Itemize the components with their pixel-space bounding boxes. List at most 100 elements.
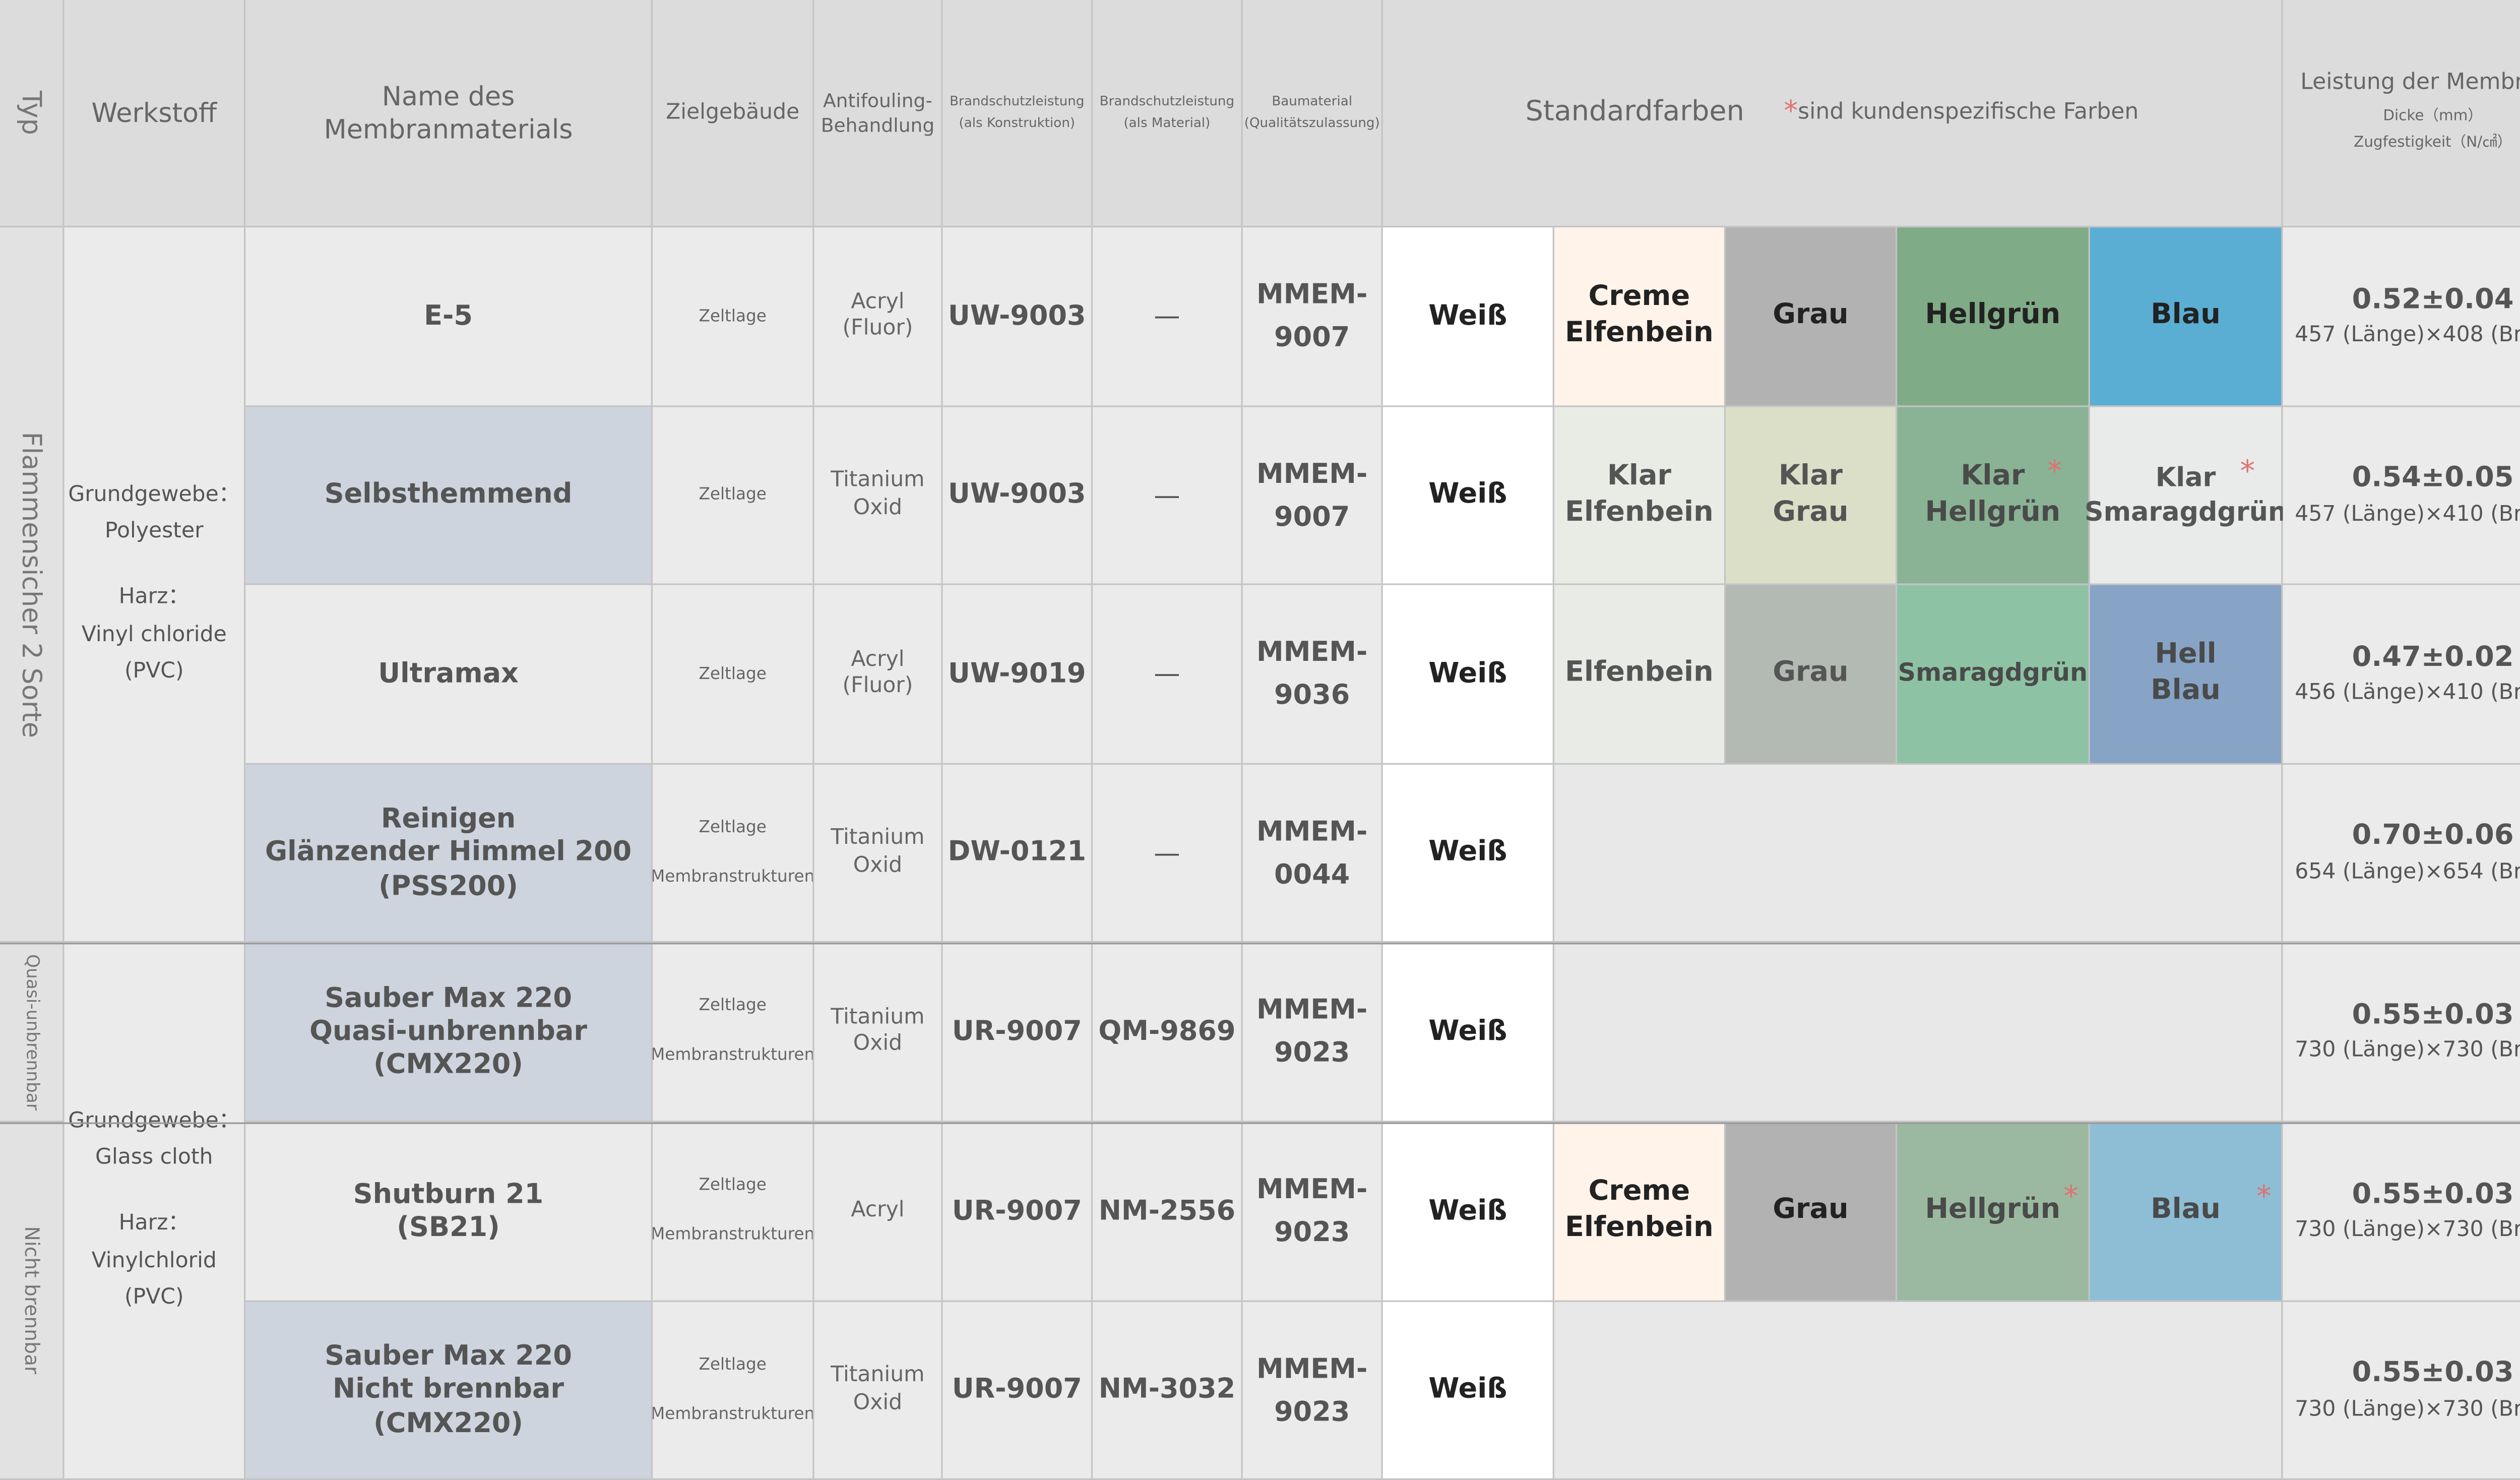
color-swatch-label: Smaragdgrün <box>1898 658 2088 688</box>
brandschutz-konstruktion-value: UW-9003 <box>948 478 1086 510</box>
color-swatch-weiss: Weiß <box>1382 407 1554 585</box>
color-swatch-weiss: Weiß <box>1382 1122 1554 1302</box>
material-name-cell: Reinigen Glänzender Himmel 200 (PSS200) <box>245 765 653 943</box>
werkstoff-polyester-line5: (PVC) <box>124 658 184 684</box>
material-name-line: (CMX220) <box>373 1048 523 1080</box>
baumaterial-line: MMEM- <box>1256 1353 1368 1385</box>
header-custom-note: sind kundenspezifische Farben <box>1798 99 2139 126</box>
color-swatch-weiss: Weiß <box>1382 227 1554 407</box>
performance-dicke: 0.55±0.03 <box>2352 1178 2514 1211</box>
baumaterial-line: MMEM- <box>1256 816 1368 847</box>
color-swatch: Grau <box>1726 585 1898 765</box>
color-swatch: Elfenbein <box>1554 585 1726 765</box>
color-swatch: Blau * <box>2090 1122 2283 1302</box>
performance-cell: 0.47±0.02 456 (Länge)×410 (Breite) <box>2283 585 2520 765</box>
baumaterial-cell: MMEM- 9036 <box>1242 585 1383 765</box>
color-swatch-weiss: Weiß <box>1382 943 1554 1123</box>
baumaterial-cell: MMEM- 9007 <box>1242 227 1383 407</box>
color-swatch: Blau <box>2090 227 2283 407</box>
color-swatch-label: Weiß <box>1428 657 1507 690</box>
group-quasi: Quasi-unbrennbar <box>0 943 65 1123</box>
header-typ: Typ <box>0 0 65 228</box>
header-leistung: Leistung der Membrane Dicke（mm） Zugfesti… <box>2283 0 2520 228</box>
werkstoff-glass: Grundgewebe： Glass cloth Harz： Vinylchlo… <box>64 943 246 1480</box>
color-swatch-label: Hellgrün <box>1925 298 2061 332</box>
performance-zugfestigkeit: 654 (Länge)×654 (Breite) <box>2295 860 2520 885</box>
antifouling-line: (Fluor) <box>842 674 913 699</box>
color-swatch-label: Elfenbein <box>1565 1211 1714 1245</box>
color-swatch-label: Weiß <box>1428 1194 1507 1227</box>
performance-dicke: 0.70±0.06 <box>2352 819 2514 852</box>
color-swatch-empty <box>1554 1302 2283 1480</box>
werkstoff-polyester-line3: Harz： <box>118 586 190 611</box>
material-name-line: Quasi-unbrennbar <box>309 1015 587 1046</box>
group-flammensicher: Flammensicher 2 Sorte <box>0 227 65 943</box>
zielgebaeude-line: Membranstrukturen <box>653 1046 814 1065</box>
werkstoff-polyester-line1: Grundgewebe： <box>68 483 240 508</box>
custom-asterisk-icon: * <box>2063 1180 2078 1215</box>
header-dicke-label: Dicke（mm） <box>2383 109 2483 126</box>
color-swatch-label: Elfenbein <box>1565 656 1714 690</box>
baumaterial-line: MMEM- <box>1256 279 1368 311</box>
zielgebaeude-line: Membranstrukturen <box>653 868 814 886</box>
color-swatch-label: Smaragdgrün <box>2084 495 2287 527</box>
zielgebaeude-cell: Zeltlage Membranstrukturen <box>653 943 814 1123</box>
color-swatch-label: Blau <box>2151 1193 2221 1226</box>
header-name-line2: Membranmaterials <box>324 112 573 145</box>
performance-zugfestigkeit: 456 (Länge)×410 (Breite) <box>2295 681 2520 706</box>
brandschutz-material-value: NM-2556 <box>1098 1195 1236 1226</box>
baumaterial-cell: MMEM- 9023 <box>1242 1302 1383 1480</box>
color-swatch: Creme Elfenbein <box>1554 1122 1726 1302</box>
color-swatch: Grau <box>1726 227 1898 407</box>
zielgebaeude-cell: Zeltlage Membranstrukturen <box>653 765 814 943</box>
antifouling-cell: Acryl (Fluor) <box>814 585 943 765</box>
zielgebaeude-line: Zeltlage <box>699 1177 767 1195</box>
brandschutz-konstruktion-cell: UW-9019 <box>942 585 1093 765</box>
header-zugfestigkeit-label: Zugfestigkeit（N/㎠） <box>2354 135 2512 151</box>
header-typ-label: Typ <box>16 90 48 135</box>
antifouling-line: Oxid <box>853 1390 903 1415</box>
color-swatch: Hellgrün <box>1897 227 2090 407</box>
werkstoff-glass-line3: Harz： <box>118 1212 190 1237</box>
performance-cell: 0.55±0.03 730 (Länge)×730 (Breite) <box>2283 943 2520 1123</box>
header-brandschutz-material: Brandschutzleistung (als Material) <box>1093 0 1243 228</box>
color-swatch-label: Weiß <box>1428 299 1507 333</box>
material-name-cell: Shutburn 21 (SB21) <box>245 1122 653 1302</box>
zielgebaeude-cell: Zeltlage Membranstrukturen <box>653 1122 814 1302</box>
group-divider <box>0 1122 2520 1124</box>
brandschutz-material-cell: NM-3032 <box>1093 1302 1243 1480</box>
color-swatch-empty <box>1554 943 2283 1123</box>
color-swatch: Smaragdgrün <box>1897 585 2090 765</box>
header-brandschutz-material-line1: Brandschutzleistung <box>1099 93 1235 108</box>
werkstoff-polyester: Grundgewebe： Polyester Harz： Vinyl chlor… <box>64 227 246 943</box>
header-antifouling-line1: Antifouling- <box>823 90 933 113</box>
werkstoff-polyester-line4: Vinyl chloride <box>81 622 227 647</box>
header-werkstoff-label: Werkstoff <box>91 97 217 129</box>
material-name-line: Sauber Max 220 <box>325 982 572 1014</box>
baumaterial-cell: MMEM- 9007 <box>1242 407 1383 585</box>
color-swatch-label: Grau <box>1773 495 1849 528</box>
color-swatch: Hell Blau <box>2090 585 2283 765</box>
color-swatch: Klar Hellgrün * <box>1897 407 2090 585</box>
brandschutz-konstruktion-cell: UW-9003 <box>942 227 1093 407</box>
custom-asterisk-icon: * <box>2047 455 2062 490</box>
brandschutz-material-value: — <box>1154 479 1180 511</box>
brandschutz-material-cell: — <box>1093 585 1243 765</box>
material-name-line: Shutburn 21 <box>353 1178 544 1210</box>
zielgebaeude-cell: Zeltlage <box>653 407 814 585</box>
header-brandschutz-konstruktion-line1: Brandschutzleistung <box>950 93 1085 108</box>
custom-asterisk-icon: * <box>2240 455 2255 490</box>
zielgebaeude-line: Zeltlage <box>699 818 767 837</box>
brandschutz-material-cell: NM-2556 <box>1093 1122 1243 1302</box>
baumaterial-line: MMEM- <box>1256 994 1368 1026</box>
color-swatch-label: Grau <box>1773 298 1849 332</box>
brandschutz-material-cell: — <box>1093 407 1243 585</box>
color-swatch: Klar Smaragdgrün * <box>2085 407 2287 585</box>
header-brandschutz-material-line2: (als Material) <box>1123 114 1211 130</box>
header-baumaterial-line2: (Qualitätszulassung) <box>1244 114 1380 130</box>
color-swatch: Creme Elfenbein <box>1554 227 1726 407</box>
group-divider <box>0 943 2520 945</box>
material-name-cell: Sauber Max 220 Nicht brennbar (CMX220) <box>245 1302 653 1480</box>
group-flammensicher-label: Flammensicher 2 Sorte <box>16 431 48 737</box>
performance-zugfestigkeit: 730 (Länge)×730 (Breite) <box>2295 1039 2520 1064</box>
